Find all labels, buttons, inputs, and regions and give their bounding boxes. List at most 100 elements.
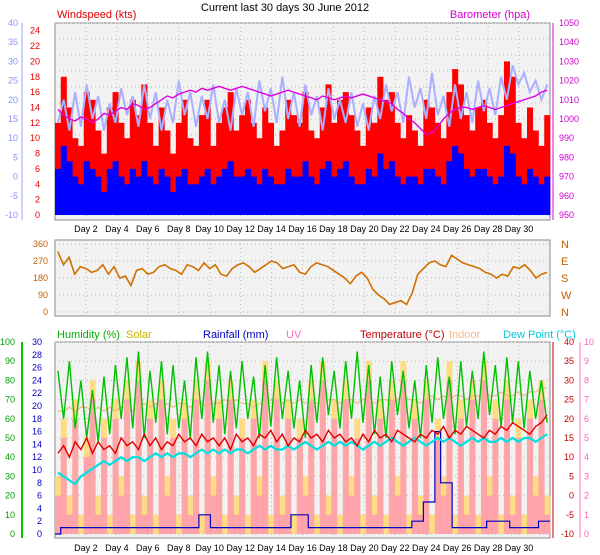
gust-bar xyxy=(227,92,234,215)
uv-bar xyxy=(509,514,516,534)
y-tick-label: 30 xyxy=(564,375,574,385)
y-tick-label: 0 xyxy=(10,529,15,539)
uv-bar xyxy=(210,495,217,534)
uv-bar xyxy=(279,514,286,534)
uv-bar xyxy=(170,438,177,534)
x-tick-label: Day 26 xyxy=(443,224,472,234)
gust-bar xyxy=(509,76,516,215)
gust-bar xyxy=(388,92,395,215)
average-bar xyxy=(492,184,499,215)
uv-bar xyxy=(348,495,355,534)
gust-bar xyxy=(164,130,171,215)
average-bar xyxy=(486,176,493,215)
gust-bar xyxy=(365,107,372,215)
wind-direction-line xyxy=(57,251,548,306)
y-tick-label: 12 xyxy=(30,118,40,128)
y-tick-label: 1010 xyxy=(559,95,579,105)
average-bar xyxy=(262,168,269,215)
uv-bar xyxy=(377,418,384,534)
average-bar xyxy=(233,176,240,215)
gust-bar xyxy=(302,92,309,215)
uv-bar xyxy=(331,418,338,534)
uv-bar xyxy=(486,495,493,534)
y-tick-label: 0 xyxy=(35,210,40,220)
gust-bar xyxy=(394,122,401,215)
uv-bar xyxy=(89,399,96,534)
y-tick-label: 2 xyxy=(37,516,42,526)
y-tick-label: 16 xyxy=(30,87,40,97)
average-bar xyxy=(216,176,223,215)
gust-bar xyxy=(78,145,85,215)
average-bar xyxy=(429,168,436,215)
y-tick-label: 25 xyxy=(8,76,18,86)
gust-bar xyxy=(129,99,136,215)
uv-bar xyxy=(158,399,165,534)
y-tick-label: 0 xyxy=(37,529,42,539)
gust-bar xyxy=(101,153,108,215)
gust-bar xyxy=(135,115,142,215)
x-tick-label: Day 2 xyxy=(74,224,98,234)
y-tick-label: 8 xyxy=(37,478,42,488)
temperature-outer-scale-line xyxy=(56,64,549,131)
average-bar xyxy=(348,176,355,215)
gust-bar xyxy=(256,138,263,215)
y-tick-label: 90 xyxy=(5,356,15,366)
uv-bar xyxy=(147,418,154,534)
wind-baro-panel: Windspeed (kts) Barometer (hpa) 02468101… xyxy=(5,9,579,234)
y-tick-label: 18 xyxy=(32,414,42,424)
gust-bar xyxy=(400,138,407,215)
average-bar xyxy=(78,184,85,215)
gust-bar xyxy=(112,92,119,215)
average-bar xyxy=(521,184,528,215)
average-bar xyxy=(181,168,188,215)
average-bar xyxy=(457,153,464,215)
average-bar xyxy=(158,168,165,215)
temp-humidity-panel: Humidity (%) Solar Rainfall (mm) UV Temp… xyxy=(0,329,594,553)
average-bar xyxy=(60,145,67,215)
y-tick-label: 1030 xyxy=(559,56,579,66)
y-tick-label: 20 xyxy=(30,56,40,66)
y-tick-label: 0 xyxy=(584,529,589,539)
average-bar xyxy=(193,184,200,215)
average-bar xyxy=(452,145,459,215)
solar-bar xyxy=(429,514,436,534)
average-bar xyxy=(532,176,539,215)
solar-bar xyxy=(198,514,205,534)
average-bar xyxy=(302,161,309,215)
average-bar xyxy=(118,176,125,215)
gust-bar xyxy=(383,99,390,215)
x-tick-label: Day 28 xyxy=(474,224,503,234)
average-bar xyxy=(72,176,79,215)
uv-bar xyxy=(515,438,522,534)
solar-bar xyxy=(475,514,482,534)
gust-bar xyxy=(440,138,447,215)
gust-bar xyxy=(204,99,211,215)
temperature-line xyxy=(57,414,548,459)
y-tick-label: 30 xyxy=(5,471,15,481)
average-bar xyxy=(106,168,113,215)
solar-bar xyxy=(152,514,159,534)
y-tick-label: 10 xyxy=(8,133,18,143)
average-bar xyxy=(147,176,154,215)
average-bar xyxy=(365,168,372,215)
uv-bar xyxy=(239,438,246,534)
solar-bar xyxy=(383,514,390,534)
gust-bar xyxy=(486,122,493,215)
average-bar xyxy=(279,184,286,215)
average-bar xyxy=(175,176,182,215)
average-bar xyxy=(331,176,338,215)
average-bar xyxy=(538,184,545,215)
compass-label: S xyxy=(561,273,568,285)
average-bar xyxy=(308,176,315,215)
uv-bar xyxy=(60,438,67,534)
x-tick-label: Day 4 xyxy=(105,543,129,553)
average-bar xyxy=(394,176,401,215)
x-tick-label: Day 30 xyxy=(505,543,534,553)
windspeed-title: Windspeed (kts) xyxy=(57,9,136,21)
average-bar xyxy=(314,184,321,215)
gust-bar xyxy=(273,145,280,215)
y-tick-label: 24 xyxy=(30,26,40,36)
average-bar xyxy=(95,176,102,215)
gust-bar xyxy=(544,115,551,215)
